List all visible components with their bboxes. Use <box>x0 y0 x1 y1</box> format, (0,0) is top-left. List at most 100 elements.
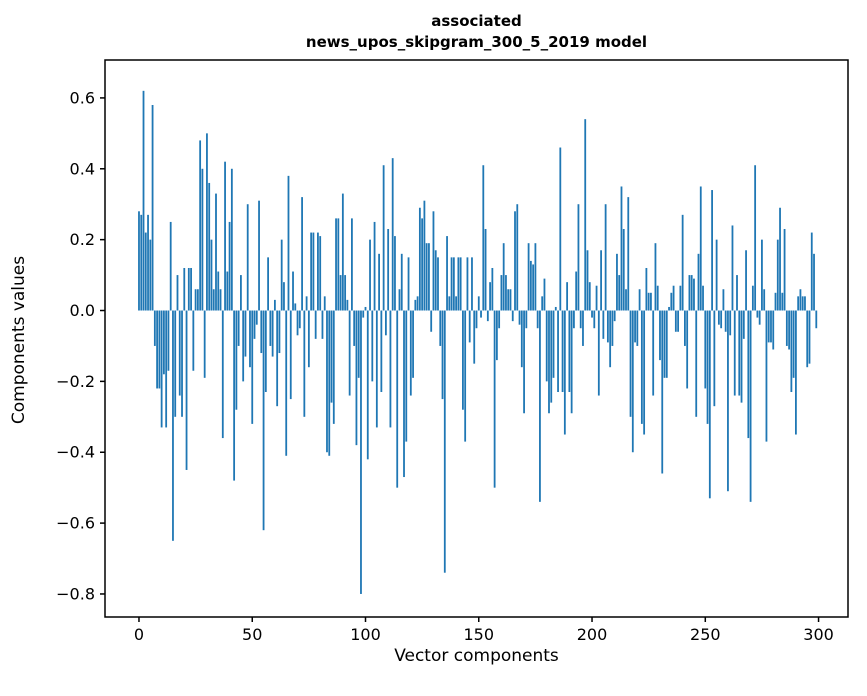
y-tick-label: −0.8 <box>56 584 95 603</box>
x-tick-label: 200 <box>577 625 608 644</box>
bar <box>475 310 478 329</box>
bar <box>167 310 170 371</box>
bar <box>674 310 677 332</box>
bar <box>584 119 587 311</box>
bar <box>328 310 331 456</box>
bar <box>294 303 297 311</box>
bar <box>471 257 473 311</box>
bar <box>659 310 661 361</box>
bar <box>593 310 596 329</box>
bar <box>149 239 152 311</box>
bar <box>801 296 804 311</box>
bar <box>360 310 362 594</box>
bar <box>378 253 380 311</box>
bar <box>767 310 770 343</box>
bar <box>303 310 306 417</box>
bar <box>330 310 333 403</box>
bar <box>554 306 557 311</box>
bar <box>545 310 548 382</box>
bar <box>364 306 367 311</box>
bar <box>609 310 612 368</box>
bar <box>305 296 308 311</box>
bar <box>681 214 684 311</box>
bar <box>140 214 143 311</box>
bar <box>514 211 516 311</box>
y-tick-label: −0.2 <box>56 372 95 391</box>
bar <box>686 310 689 389</box>
bar <box>425 243 428 311</box>
bar <box>206 133 208 311</box>
bar <box>733 310 736 396</box>
bar <box>677 310 680 332</box>
bar <box>187 267 190 311</box>
y-axis-label: Components values <box>9 255 29 425</box>
bar <box>289 310 292 400</box>
bar <box>525 310 528 329</box>
bar <box>421 218 424 311</box>
bar <box>448 296 451 311</box>
bar <box>620 186 623 311</box>
bar <box>459 257 462 311</box>
bar <box>339 275 342 311</box>
bar <box>237 310 240 346</box>
bar <box>296 310 299 336</box>
bar <box>493 310 496 488</box>
bar <box>466 257 469 311</box>
bar <box>423 200 426 311</box>
bar <box>446 236 448 311</box>
bar <box>731 225 734 311</box>
bar <box>770 310 772 343</box>
bar <box>763 289 766 311</box>
bar <box>765 310 768 442</box>
bar <box>636 310 639 346</box>
bar <box>511 310 514 322</box>
bar <box>747 310 750 439</box>
bar <box>147 214 149 311</box>
bar <box>251 310 254 424</box>
bar <box>262 310 265 531</box>
bar <box>727 310 729 492</box>
bar <box>307 310 310 368</box>
bar <box>165 310 168 428</box>
plot-border <box>104 59 849 618</box>
bar <box>153 310 156 346</box>
bar <box>745 250 747 311</box>
bar <box>806 310 809 368</box>
bar <box>176 275 179 311</box>
bar <box>310 232 313 311</box>
bar <box>661 310 664 474</box>
bar <box>203 310 206 378</box>
bar <box>269 310 272 346</box>
bar <box>462 310 464 410</box>
bar <box>586 250 589 311</box>
bar <box>394 236 396 311</box>
bar <box>181 310 183 417</box>
bar <box>489 282 491 311</box>
bar <box>627 197 630 311</box>
bar <box>430 310 433 332</box>
bar <box>776 239 779 311</box>
bar <box>158 310 161 389</box>
x-tick-label: 0 <box>134 625 144 644</box>
bar <box>491 267 494 311</box>
bar <box>292 271 294 311</box>
bar <box>353 310 356 346</box>
bar <box>810 232 813 311</box>
bar <box>640 310 643 424</box>
bar <box>742 310 745 339</box>
bar <box>679 285 682 311</box>
bar <box>405 310 408 442</box>
bar <box>785 310 788 346</box>
bar <box>523 310 525 414</box>
chart-title: associated news_upos_skipgram_300_5_2019… <box>105 11 848 53</box>
bar <box>403 310 405 478</box>
bar <box>618 275 621 311</box>
y-tick-label: 0.6 <box>70 88 95 107</box>
bar <box>604 204 607 311</box>
bar <box>160 310 163 428</box>
bar <box>240 275 242 311</box>
bar <box>271 310 274 357</box>
bar <box>795 310 797 435</box>
bar <box>505 275 507 311</box>
bar <box>597 310 600 396</box>
